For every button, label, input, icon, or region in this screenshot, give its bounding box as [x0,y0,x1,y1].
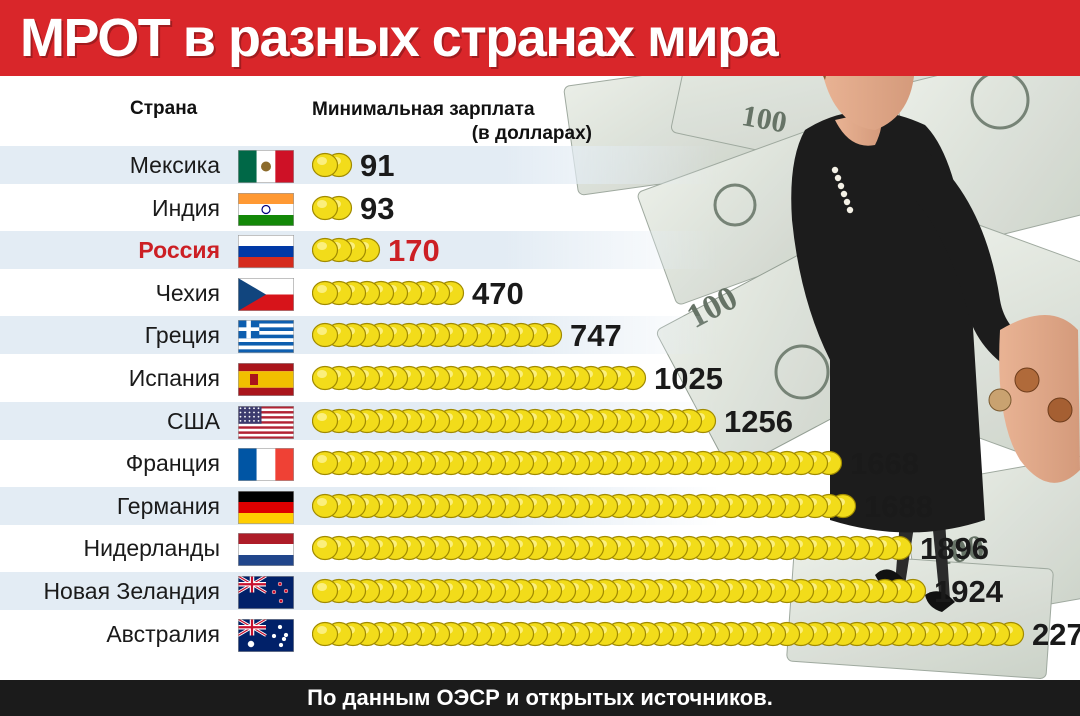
coin-mark [312,408,339,433]
value-label: 1924 [934,574,1003,609]
row-band [0,146,720,184]
coin-mark [312,152,339,178]
usa-flag-icon [238,405,294,439]
svg-text:100: 100 [739,99,789,139]
value-label: 170 [388,233,440,269]
country-label: США [166,407,220,434]
country-label: Австралия [106,620,220,647]
coin-bar [312,280,465,305]
value-label: 747 [570,318,622,354]
coin-bar [312,578,927,604]
country-label: Чехия [155,279,220,306]
country-label: Новая Зеландия [43,578,220,604]
india-flag-icon [238,192,294,226]
coin-bar [312,195,353,220]
coin-bar [312,408,717,433]
value-label: 91 [360,148,395,183]
coin-mark [312,536,339,561]
wage-header-line1: Минимальная зарплата [312,99,535,120]
coin-bar [312,323,563,348]
coin-mark [312,280,339,305]
country-label: Мексика [129,152,220,178]
coin-bar [312,238,381,263]
country-label: Испания [128,365,220,391]
value-label: 1025 [654,361,723,396]
australia-flag-icon [238,618,294,652]
new-zealand-flag-icon [238,576,294,609]
country-label: Греция [144,322,220,349]
netherlands-flag-icon [238,533,294,567]
country-label: Нидерланды [83,535,220,562]
country-label: Россия [138,237,220,264]
coin-bar [312,451,843,476]
value-label: 1668 [850,446,919,482]
coin-mark [312,195,339,220]
wage-header-line2: (в долларах) [471,123,592,144]
greece-flag-icon [238,320,294,354]
coin-mark [312,238,339,263]
mexico-flag-icon [238,150,294,183]
france-flag-icon [238,448,294,482]
coin-bar [312,621,1025,646]
value-label: 1256 [724,403,793,439]
country-label: Индия [152,194,220,221]
coin-bar [312,536,913,561]
coin-mark [312,493,339,518]
spain-flag-icon [238,363,294,396]
value-label: 1896 [920,531,989,567]
coin-mark [312,578,339,604]
country-label: Германия [116,492,220,519]
title-banner: МРОТ в разных странах мира [0,0,1080,76]
source-bar: По данным ОЭСР и открытых источников. [0,680,1080,716]
value-label: 470 [472,275,524,311]
coin-mark [312,323,339,348]
value-label: 93 [360,190,395,226]
wage-column-header: Минимальная зарплата (в долларах) [312,98,602,146]
russia-flag-icon [238,235,294,269]
chart-title: МРОТ в разных странах мира [20,8,779,68]
money-and-woman-illustration: 100 100 100 [563,0,1080,680]
country-column-header: Страна [130,98,198,119]
coin-bar [312,365,647,391]
coin-mark [312,365,339,391]
value-label: 1688 [864,488,933,524]
czech-flag-icon [238,277,294,311]
coin-bar [312,493,857,518]
source-note: По данным ОЭСР и открытых источников. [307,685,773,710]
coin-mark [312,451,339,476]
germany-flag-icon [238,490,294,524]
coin-mark [312,621,339,646]
coin-bar [312,152,353,178]
value-label: 2271 [1032,616,1080,652]
country-label: Франция [125,450,220,477]
